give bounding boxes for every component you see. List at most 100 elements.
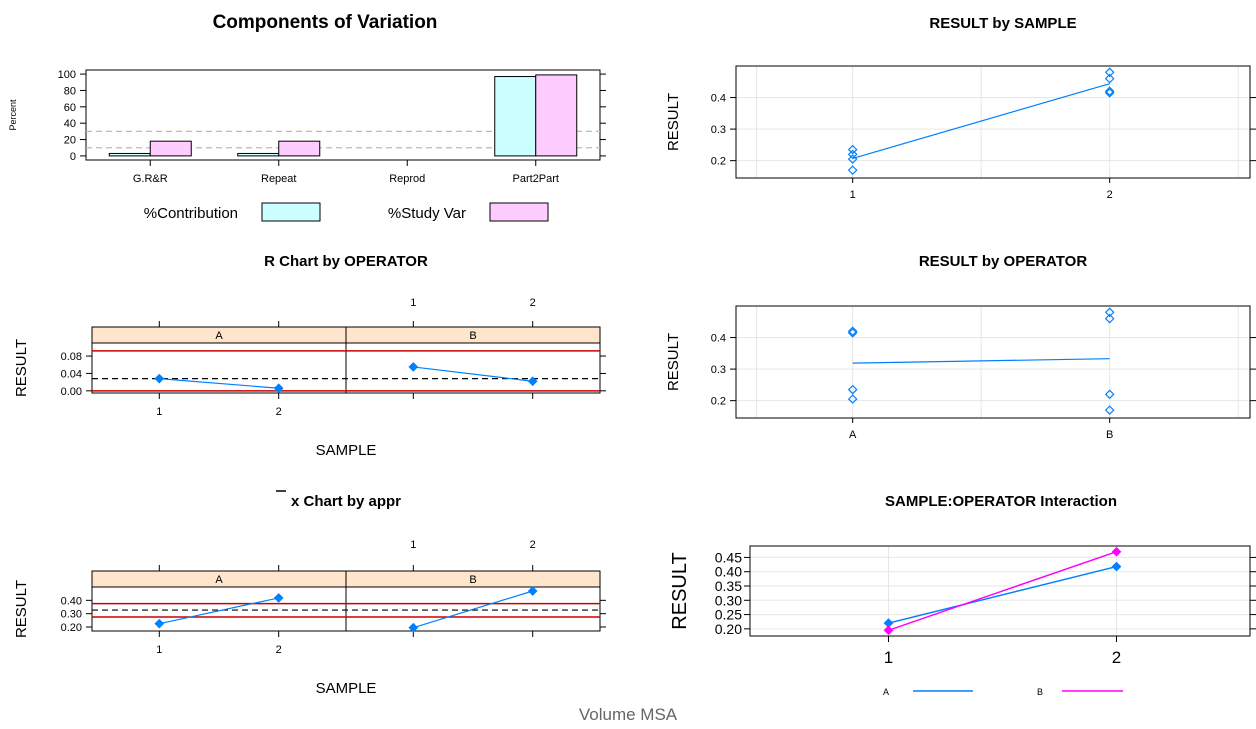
result_by_sample-frame <box>735 65 1251 179</box>
xbar_chart-xlabel: SAMPLE <box>316 680 377 697</box>
result_by_operator-ylabel: RESULT <box>665 333 682 391</box>
series-line-A <box>159 378 279 389</box>
legend-label-A: A <box>883 687 889 697</box>
data-point <box>847 165 858 175</box>
data-point <box>527 376 538 387</box>
bar-%Contribution <box>108 152 151 157</box>
x-tick-label: 1 <box>850 189 856 201</box>
data-point <box>847 327 858 338</box>
x-tick-label: 1 <box>156 406 162 418</box>
data-point <box>154 618 165 629</box>
result_by_operator-frame <box>735 305 1251 419</box>
data-point <box>847 326 858 337</box>
x-tick-label: Repeat <box>261 173 296 185</box>
series-line-B <box>413 590 533 629</box>
legend-label-B: B <box>1037 687 1043 697</box>
r_chart-ylabel: RESULT <box>13 339 30 397</box>
y-tick-label: 60 <box>64 102 76 114</box>
interaction-ylabel: RESULT <box>669 552 691 629</box>
bar-%Study Var <box>535 74 578 157</box>
bar-%Study Var <box>278 140 321 157</box>
data-point <box>1104 87 1115 98</box>
y-tick-label: 0.2 <box>711 156 726 168</box>
data-point-A <box>1111 561 1122 572</box>
xbar_chart-ylabel: RESULT <box>13 580 30 638</box>
y-tick-label: 0.04 <box>61 368 82 380</box>
data-point <box>847 384 858 395</box>
xbar_chart-title: x Chart by appr <box>291 493 401 510</box>
series-line-A <box>888 565 1117 624</box>
data-point <box>847 144 858 155</box>
data-point <box>273 383 284 394</box>
y-tick-label: 0.4 <box>711 333 726 345</box>
strip-label-A: A <box>215 574 223 586</box>
bar-%Contribution <box>494 76 537 157</box>
figure-caption: Volume MSA <box>578 705 678 724</box>
data-point-B <box>883 625 894 636</box>
x-tick-label: 2 <box>1112 648 1121 667</box>
data-point <box>847 154 858 164</box>
data-point <box>1104 405 1115 415</box>
x-tick-label: 2 <box>276 406 282 418</box>
x-tick-label: G.R&R <box>133 173 168 185</box>
series-line-A <box>159 597 279 625</box>
data-point <box>1104 67 1115 78</box>
x-tick-label-top: 2 <box>530 539 536 551</box>
y-tick-label: 0.4 <box>711 93 726 105</box>
y-tick-label: 0.25 <box>715 607 742 623</box>
mean-line <box>852 358 1110 364</box>
x-tick-label: Part2Part <box>513 173 559 185</box>
interaction-frame <box>749 545 1251 637</box>
x-tick-label: A <box>849 429 857 441</box>
y-tick-label: 0.45 <box>715 549 742 565</box>
panel-B <box>345 342 601 394</box>
data-point <box>273 593 284 603</box>
x-tick-label: 2 <box>1107 189 1113 201</box>
strip-label-B: B <box>469 574 476 586</box>
y-tick-label: 40 <box>64 118 76 130</box>
x-tick-label: Reprod <box>389 173 425 185</box>
x-tick-label: 2 <box>276 644 282 656</box>
data-point <box>1104 389 1115 400</box>
result_by_operator-title: RESULT by OPERATOR <box>919 253 1088 270</box>
data-point <box>1104 307 1115 318</box>
series-line-B <box>888 551 1117 631</box>
strip-label-A: A <box>215 330 223 342</box>
panel-B <box>345 586 601 632</box>
data-point <box>1104 86 1115 97</box>
data-point <box>408 622 419 633</box>
x-tick-label-top: 1 <box>410 297 416 309</box>
legend-swatch-contribution <box>261 202 321 222</box>
y-tick-label: 20 <box>64 135 76 147</box>
data-point-B <box>1111 546 1122 557</box>
components-frame <box>85 69 601 161</box>
y-tick-label: 0.20 <box>61 622 82 634</box>
x-tick-label-top: 1 <box>410 539 416 551</box>
y-tick-label: 0.20 <box>715 621 742 637</box>
x-tick-label: 1 <box>884 648 893 667</box>
data-point <box>408 362 419 372</box>
r_chart-title: R Chart by OPERATOR <box>264 253 428 270</box>
data-point <box>1104 73 1115 84</box>
y-tick-label: 0.3 <box>711 124 726 136</box>
series-line-B <box>413 366 533 382</box>
legend-label-studyvar: %Study Var <box>388 205 466 222</box>
x-tick-label-top: 2 <box>530 297 536 309</box>
y-tick-label: 0 <box>70 151 76 163</box>
y-tick-label: 0.40 <box>715 564 742 580</box>
y-tick-label: 0.30 <box>61 609 82 621</box>
data-point <box>527 586 538 596</box>
x-tick-label: B <box>1106 429 1113 441</box>
y-tick-label: 0.00 <box>61 386 82 398</box>
result_by_sample-title: RESULT by SAMPLE <box>929 15 1076 32</box>
y-tick-label: 0.2 <box>711 396 726 408</box>
bar-%Study Var <box>149 140 192 157</box>
data-point <box>1104 313 1115 324</box>
y-tick-label: 0.40 <box>61 595 82 607</box>
y-tick-label: 0.08 <box>61 351 82 363</box>
y-tick-label: 0.3 <box>711 364 726 376</box>
result_by_sample-ylabel: RESULT <box>665 93 682 151</box>
components-title: Components of Variation <box>213 12 438 33</box>
legend-swatch-studyvar <box>489 202 549 222</box>
